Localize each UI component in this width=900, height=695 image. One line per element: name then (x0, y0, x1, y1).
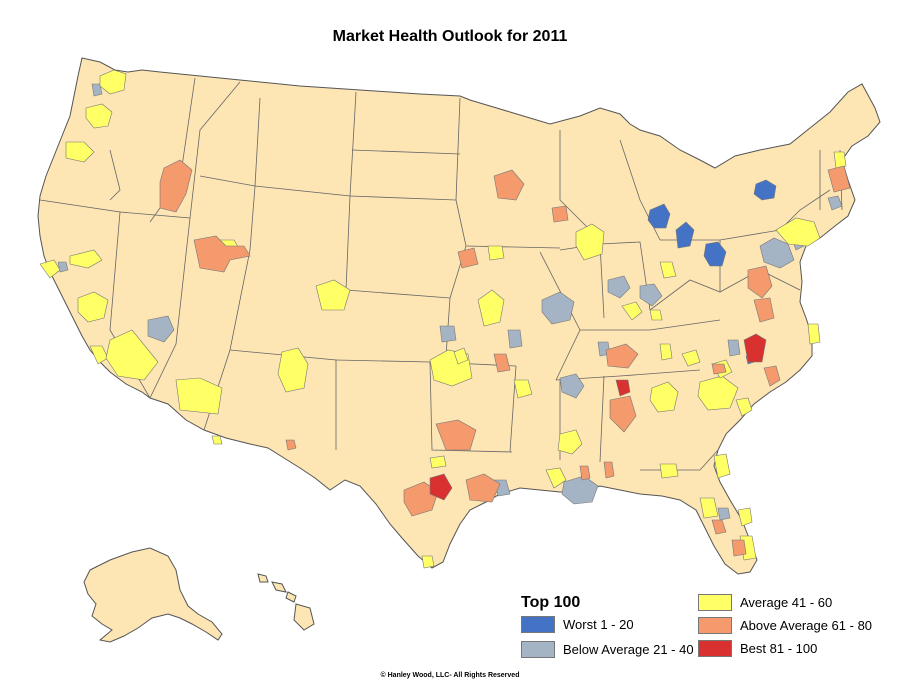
copyright-notice: © Hanley Wood, LLC- All Rights Reserved (380, 672, 520, 679)
worst-metros (647, 179, 777, 365)
above-average-metros (159, 159, 851, 557)
us-land-layer (37, 57, 881, 643)
metro-areas (39, 69, 851, 569)
average-metros (39, 69, 847, 569)
contiguous-us-outline (37, 57, 881, 575)
best-metros (429, 333, 767, 501)
below-average-metros (57, 83, 843, 521)
map-title: Market Health Outlook for 2011 (332, 28, 568, 45)
state-borders (39, 77, 843, 471)
hawaii-islands (257, 573, 315, 631)
alaska-outline (83, 547, 223, 643)
